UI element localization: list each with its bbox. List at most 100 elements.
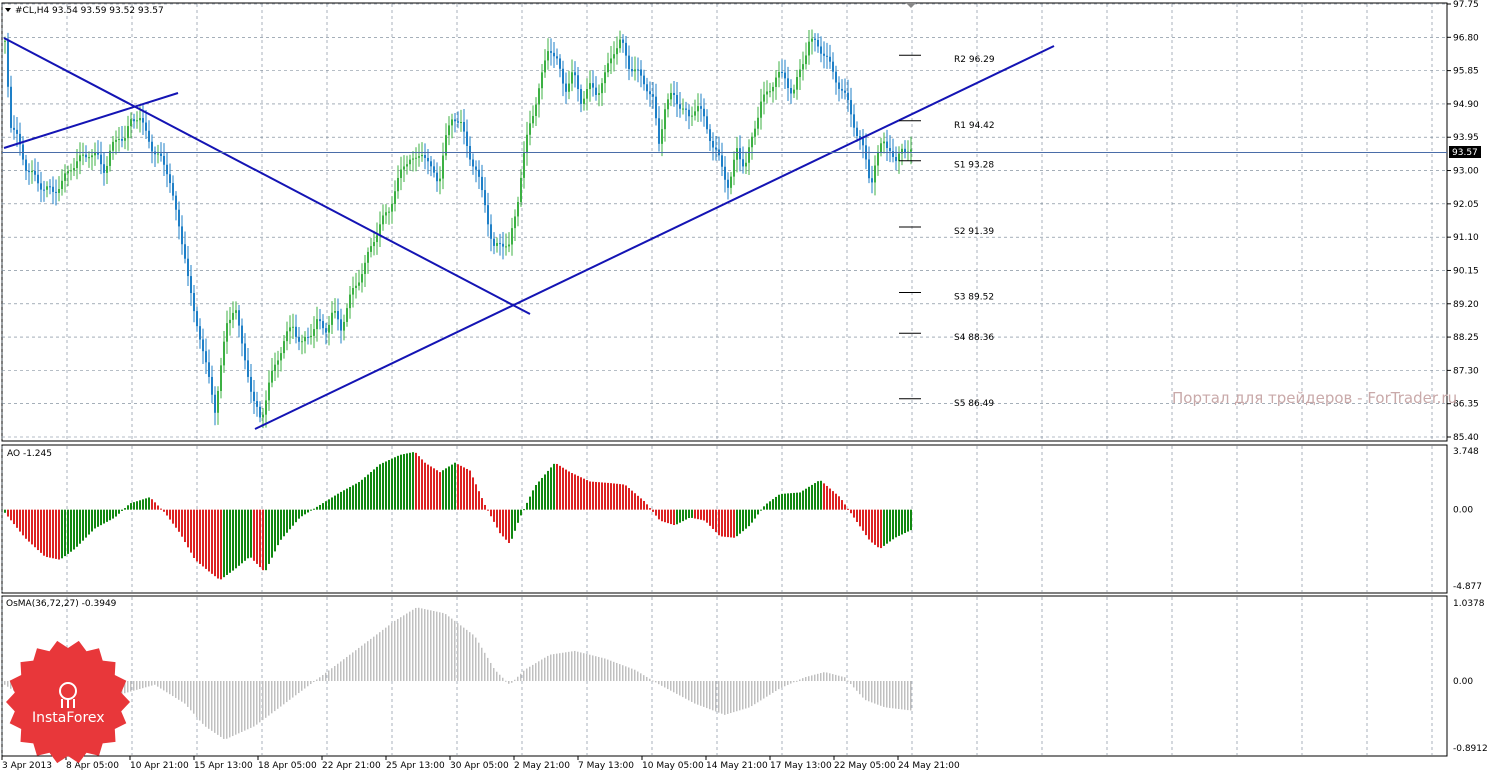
time-tick-label: 3 Apr 2013: [2, 761, 52, 771]
candle: [691, 106, 693, 127]
osma-bar: [619, 664, 621, 682]
osma-bar: [388, 625, 390, 682]
candle: [703, 98, 705, 127]
ao-bar: [124, 508, 126, 510]
ao-bar: [577, 475, 579, 510]
ao-bar: [136, 501, 138, 510]
osma-bar: [610, 660, 612, 682]
candle: [358, 269, 360, 291]
candle: [451, 113, 453, 139]
ao-bar: [889, 509, 891, 542]
osma-bar: [415, 607, 417, 682]
candle: [751, 132, 753, 160]
candle: [52, 176, 54, 205]
ao-bar: [292, 509, 294, 526]
osma-bar: [151, 681, 153, 686]
ao-bar: [517, 509, 519, 523]
osma-bar: [790, 681, 792, 684]
ao-bar: [808, 486, 810, 510]
ao-bar: [37, 509, 39, 551]
osma-bar: [220, 681, 222, 737]
osma-bar: [409, 611, 411, 682]
ao-bar: [253, 509, 255, 561]
candle: [103, 152, 105, 186]
candle: [397, 165, 399, 199]
time-tick-label: 10 Apr 21:00: [130, 761, 189, 771]
ao-bar: [166, 509, 168, 516]
candle: [115, 130, 117, 155]
osma-bar: [421, 608, 423, 682]
ao-bar: [289, 509, 291, 530]
candle: [322, 314, 324, 335]
dropdown-icon[interactable]: [5, 8, 11, 12]
osma-bar: [706, 681, 708, 709]
osma-bar: [244, 681, 246, 731]
trendline-down[interactable]: [3, 37, 531, 315]
ao-bar: [22, 509, 24, 536]
osma-bar: [274, 681, 276, 712]
osma-bar: [181, 681, 183, 702]
candle: [898, 146, 900, 174]
osma-bar: [673, 681, 675, 693]
candle: [808, 29, 810, 65]
osma-bar: [322, 674, 324, 682]
osma-bar: [433, 610, 435, 682]
ao-bar: [4, 509, 6, 513]
ao-bar: [79, 509, 81, 544]
osma-bar: [331, 668, 333, 682]
osma-bar: [505, 680, 507, 682]
ao-bar: [112, 509, 114, 519]
candle: [595, 76, 597, 101]
ao-bar: [511, 509, 513, 539]
trendline-up-short[interactable]: [3, 92, 179, 149]
ao-bar: [256, 509, 258, 564]
ao-bar: [418, 456, 420, 510]
osma-bar: [4, 681, 6, 685]
osma-bar: [655, 681, 657, 683]
candle: [754, 120, 756, 145]
ao-bar: [847, 508, 849, 510]
candle: [355, 272, 357, 299]
osma-bar: [583, 653, 585, 682]
ao-bar: [817, 481, 819, 510]
candle: [112, 136, 114, 160]
osma-bar: [292, 681, 294, 698]
ao-bar: [478, 491, 480, 510]
ao-bar: [583, 478, 585, 510]
ao-bar: [427, 464, 429, 510]
ao-bar: [610, 483, 612, 510]
ao-bar: [562, 467, 564, 510]
osma-bar: [889, 681, 891, 708]
ao-bar: [904, 509, 906, 534]
candle: [310, 324, 312, 345]
candle: [685, 101, 687, 122]
chart-shift-marker-icon[interactable]: [906, 3, 916, 8]
ao-bar: [832, 491, 834, 510]
candle: [157, 144, 159, 164]
ao-bar: [433, 468, 435, 510]
candle: [670, 83, 672, 107]
ao-bar: [187, 509, 189, 548]
candle: [289, 315, 291, 345]
ao-bar: [271, 509, 273, 558]
candle: [787, 66, 789, 101]
ao-bar: [10, 509, 12, 521]
candle: [34, 158, 36, 182]
osma-bar: [607, 659, 609, 682]
osma-bar: [826, 672, 828, 682]
candle: [547, 38, 549, 70]
trendline-up-long[interactable]: [254, 45, 1055, 430]
osma-bar: [895, 681, 897, 709]
osma-bar: [511, 681, 513, 683]
candle: [316, 306, 318, 342]
ao-bar: [421, 459, 423, 510]
candle: [883, 132, 885, 154]
ao-bar: [298, 509, 300, 519]
ao-bar: [748, 509, 750, 527]
osma-bar: [490, 662, 492, 682]
osma-bar: [478, 642, 480, 682]
osma-bar: [7, 681, 9, 687]
candle: [580, 84, 582, 113]
candle: [220, 357, 222, 399]
candle: [622, 34, 624, 53]
